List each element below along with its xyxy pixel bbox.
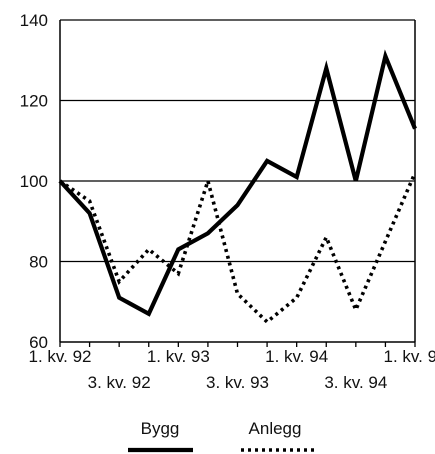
gridlines xyxy=(60,19,415,263)
y-tick-label-140: 140 xyxy=(20,11,48,30)
axes xyxy=(59,20,416,347)
x-tick-label: 1. kv. 94 xyxy=(265,347,328,366)
series-line-bygg xyxy=(58,49,417,317)
series-lines xyxy=(58,49,417,325)
y-tick-label-100: 100 xyxy=(20,172,48,191)
legend-label-anlegg: Anlegg xyxy=(249,419,302,438)
x-tick-label: 3. kv. 92 xyxy=(88,373,151,392)
legend: Bygg Anlegg xyxy=(128,419,318,453)
x-tick-labels: 1. kv. 92 1. kv. 93 1. kv. 94 1. kv. 95 3. k… xyxy=(29,347,435,392)
y-tick-label-80: 80 xyxy=(29,253,48,272)
x-tick-label: 1. kv. 93 xyxy=(147,347,210,366)
x-tick-label: 3. kv. 94 xyxy=(324,373,387,392)
y-tick-labels: 60 80 100 120 140 xyxy=(20,11,48,352)
y-tick-label-60: 60 xyxy=(29,333,48,352)
x-tick-label: 3. kv. 93 xyxy=(206,373,269,392)
y-tick-label-120: 120 xyxy=(20,92,48,111)
series-line-anlegg xyxy=(58,172,417,325)
legend-label-bygg: Bygg xyxy=(141,419,180,438)
x-tick-label: 1. kv. 92 xyxy=(29,347,92,366)
x-tick-label: 1. kv. 95 xyxy=(384,347,435,366)
